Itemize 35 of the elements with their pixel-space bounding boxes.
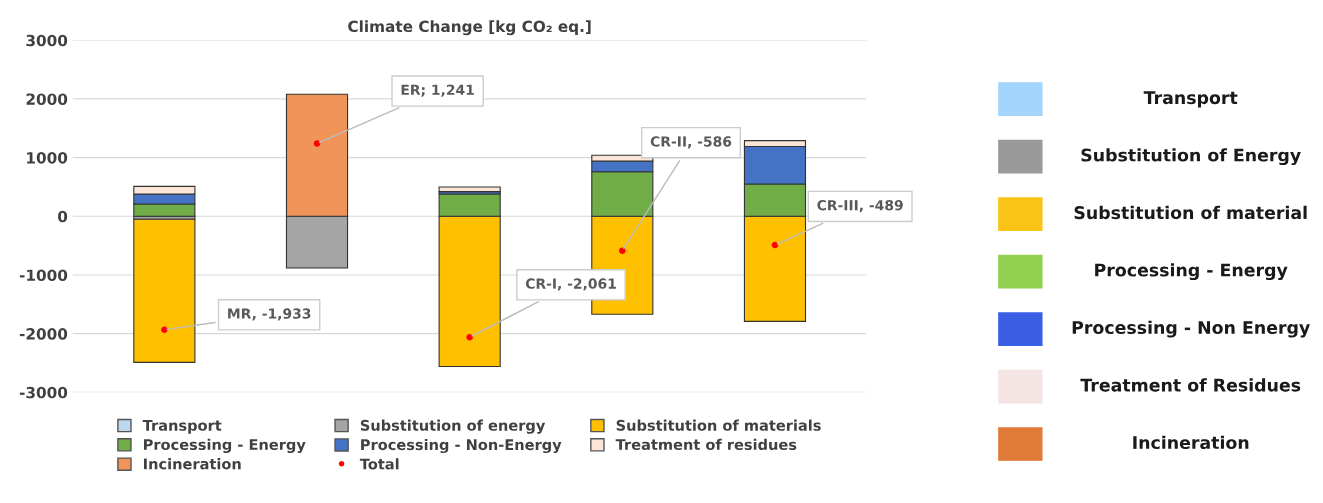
point (466, 333, 473, 341)
bar (133, 218, 196, 363)
legend-label: Incineration (144, 458, 241, 470)
data-label: ER; 1,241 (401, 84, 474, 97)
category-label: Incineration (1133, 435, 1249, 450)
point (619, 247, 626, 254)
legend-label: Transport (142, 420, 222, 434)
y-tick-label: 1000 (27, 152, 68, 164)
chart-title: Climate Change [kg CO₂ eq.] (348, 20, 591, 36)
y-tick-label: -3000 (19, 386, 68, 399)
legend-label: Treatment of residues (615, 438, 797, 451)
legend-label: Total (359, 458, 399, 470)
y-tick-label: -2000 (19, 328, 68, 340)
point (313, 140, 321, 147)
category-label: Transport (1143, 91, 1238, 108)
data-label: CR-I, -2,061 (525, 278, 616, 291)
data-label: CR-II, -586 (650, 136, 732, 149)
data-label: MR, -1,933 (228, 308, 311, 321)
y-tick-label: 0 (58, 210, 68, 223)
point (771, 241, 779, 249)
category-label: Substitution of Energy (1081, 148, 1301, 166)
category-label: Processing - Energy (1095, 263, 1288, 281)
category-label: Treatment of Residues (1080, 378, 1301, 392)
data-label: CR-III, -489 (817, 199, 903, 213)
y-tick-label: -1000 (19, 269, 68, 281)
legend-label: Substitution of materials (616, 419, 821, 431)
point (161, 326, 168, 334)
category-label: Processing - Non Energy (1072, 320, 1310, 338)
category-label: Substitution of material (1074, 205, 1307, 220)
legend-label: Processing - Energy (144, 438, 306, 453)
y-tick-label: 3000 (26, 34, 68, 47)
y-tick-label: 2000 (26, 93, 68, 105)
legend-label: Substitution of energy (360, 419, 546, 434)
bar (438, 186, 501, 193)
legend-label: Processing - Non-Energy (361, 438, 562, 454)
